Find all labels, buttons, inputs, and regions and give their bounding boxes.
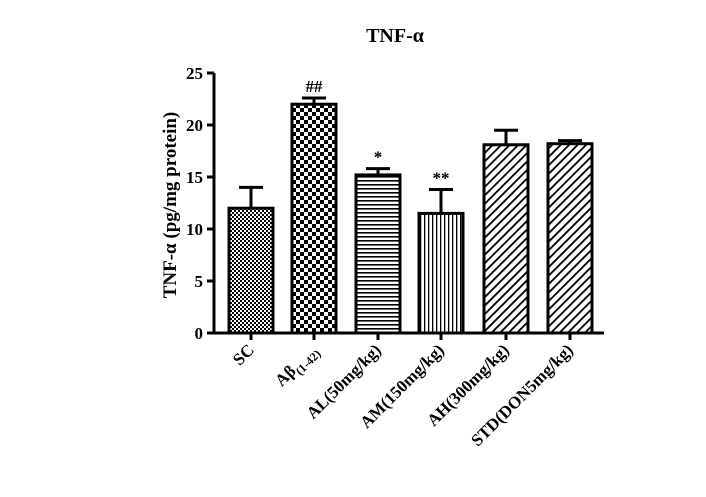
bar xyxy=(290,102,338,335)
x-tick-label: SC xyxy=(229,340,258,369)
y-tick-label: 10 xyxy=(186,220,203,239)
bar xyxy=(546,142,594,335)
y-axis-label: TNF-α (pg/mg protein) xyxy=(160,112,181,299)
x-tick-label: Aβ(1-42) xyxy=(271,340,323,392)
bar xyxy=(354,173,402,335)
significance-annotation: ## xyxy=(306,77,324,96)
x-tick-label-main: SC xyxy=(229,340,258,369)
bar xyxy=(227,206,275,335)
significance-annotation: ** xyxy=(433,168,450,187)
y-axis: 0 5 10 15 20 25 xyxy=(186,64,216,343)
bars-group: ##*** xyxy=(227,77,594,335)
y-tick-label: 15 xyxy=(186,168,203,187)
y-tick-label: 0 xyxy=(195,324,204,343)
chart-title: TNF-α xyxy=(366,25,424,47)
bar xyxy=(482,143,530,335)
significance-annotation: * xyxy=(374,148,383,167)
x-tick-label-subscript: (1-42) xyxy=(293,347,324,378)
bar xyxy=(417,211,465,335)
y-tick-label: 25 xyxy=(186,64,203,83)
y-tick-label: 20 xyxy=(186,116,203,135)
x-axis: SCAβ(1-42)AL(50mg/kg)AM(150mg/kg)AH(300m… xyxy=(212,331,604,450)
y-tick-label: 5 xyxy=(195,272,204,291)
